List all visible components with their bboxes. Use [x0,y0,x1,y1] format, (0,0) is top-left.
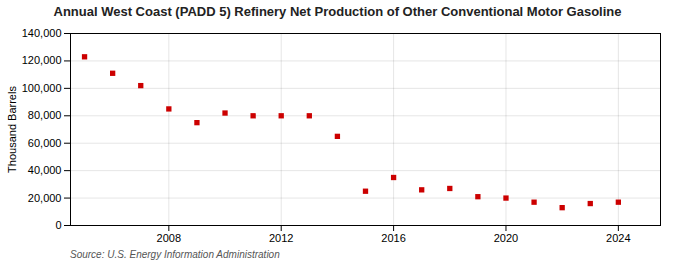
svg-text:80,000: 80,000 [28,109,62,121]
svg-text:2024: 2024 [606,232,630,244]
svg-text:2020: 2020 [494,232,518,244]
html-text:Source: U.S. Energy Informatio: Source: U.S. Energy Information Administ… [70,249,280,260]
html-text:Annual West Coast (PADD 5) Ref: Annual West Coast (PADD 5) Refinery Net … [53,4,622,19]
svg-text:Thousand Barrels: Thousand Barrels [6,86,18,173]
svg-text:20,000: 20,000 [28,192,62,204]
svg-text:2008: 2008 [157,232,181,244]
svg-text:100,000: 100,000 [22,82,62,94]
svg-text:140,000: 140,000 [22,27,62,39]
svg-text:2012: 2012 [269,232,293,244]
svg-text:40,000: 40,000 [28,164,62,176]
svg-text:0: 0 [55,219,61,231]
svg-text:120,000: 120,000 [22,54,62,66]
svg-text:60,000: 60,000 [28,137,62,149]
svg-text:2016: 2016 [381,232,405,244]
